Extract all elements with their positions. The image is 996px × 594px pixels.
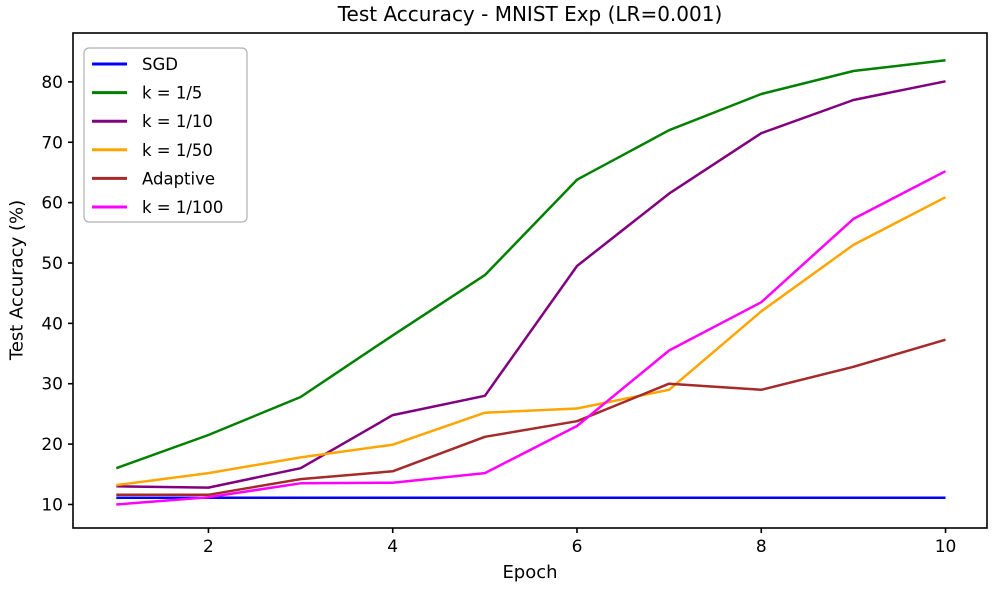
x-axis-label: Epoch [502, 562, 558, 583]
x-tick-label: 10 [935, 537, 957, 557]
series-line-adaptive [116, 338, 946, 497]
y-tick-label: 50 [41, 254, 63, 274]
x-tick-label: 4 [387, 537, 398, 557]
legend-item: Adaptive [92, 169, 215, 188]
legend-label: Adaptive [142, 169, 215, 188]
series-line-k-1-10 [116, 80, 946, 489]
x-tick-label: 6 [572, 537, 583, 557]
legend-item: k = 1/10 [92, 112, 213, 131]
series-line-k-1-50 [116, 196, 947, 487]
legend-item: k = 1/100 [92, 198, 223, 217]
legend-label: SGD [142, 55, 178, 74]
y-tick-label: 20 [41, 435, 63, 455]
legend-item: k = 1/50 [92, 141, 213, 160]
y-tick-label: 10 [41, 495, 63, 515]
legend-label: k = 1/100 [142, 198, 223, 217]
y-tick-label: 60 [41, 194, 63, 214]
y-tick-label: 80 [41, 73, 63, 93]
legend-label: k = 1/10 [142, 112, 213, 131]
legend-item: SGD [92, 55, 178, 74]
legend: SGD k = 1/5 k = 1/10 k = 1/50 Adaptive k = 1/… [83, 47, 248, 223]
x-tick-label: 2 [203, 537, 214, 557]
x-tick-label: 8 [756, 537, 767, 557]
y-tick-label: 30 [41, 375, 63, 395]
legend-item: k = 1/5 [92, 84, 202, 103]
series-group [115, 58, 947, 506]
series-line-k-1-5 [115, 58, 946, 470]
series-line-k-1-100 [116, 170, 947, 506]
y-tick-label: 40 [41, 314, 63, 334]
legend-label: k = 1/5 [142, 84, 202, 103]
legend-box [83, 47, 248, 223]
y-tick-label: 70 [41, 133, 63, 153]
chart-title: Test Accuracy - MNIST Exp (LR=0.001) [337, 2, 723, 26]
legend-label: k = 1/50 [142, 141, 213, 160]
axes-spines [72, 32, 988, 529]
